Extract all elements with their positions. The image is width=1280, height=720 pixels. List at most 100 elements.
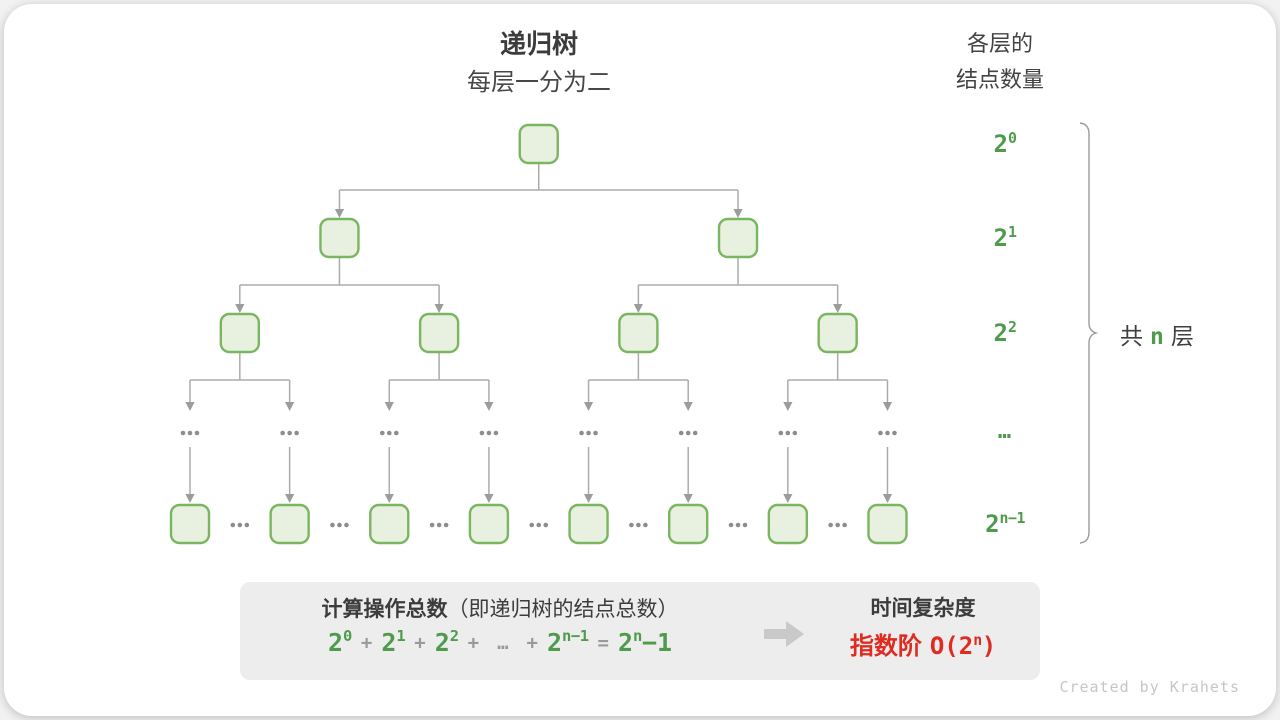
operation-count-panel: 计算操作总数（即递归树的结点总数） 20 + 21 + 22 + … + 2n−… bbox=[240, 582, 760, 680]
operation-count-title: 计算操作总数（即递归树的结点总数） bbox=[240, 593, 760, 623]
title-bold: 计算操作总数 bbox=[321, 598, 448, 621]
tree-node-l4-0 bbox=[169, 503, 211, 545]
base: 2 bbox=[985, 510, 1000, 538]
tree-node-l0-0 bbox=[518, 123, 559, 165]
ellipsis-dots bbox=[230, 522, 236, 528]
plus-operator: + bbox=[414, 632, 426, 654]
ellipsis-dots bbox=[692, 430, 698, 436]
ellipsis-dots bbox=[536, 522, 542, 528]
recursion-tree-diagram bbox=[169, 122, 1099, 545]
ellipsis-dots bbox=[835, 522, 840, 528]
arrowhead-icon bbox=[434, 304, 444, 313]
tree-node-l1-0 bbox=[319, 217, 360, 259]
base: 2 bbox=[993, 224, 1008, 252]
ellipsis-dots bbox=[586, 430, 591, 436]
ellipsis-dots bbox=[486, 430, 492, 436]
watermark: Created by Krahets bbox=[1059, 678, 1240, 696]
ellipsis-dots bbox=[386, 430, 392, 436]
time-complexity-value: 指数阶 O(2n) bbox=[806, 626, 1040, 661]
tree-node-l4-5 bbox=[668, 503, 709, 545]
plus-operator: + bbox=[360, 632, 373, 654]
ellipsis-dots bbox=[579, 430, 584, 436]
big-o-notation: O(2n) bbox=[929, 630, 997, 660]
exponent: n−1 bbox=[999, 508, 1026, 527]
time-complexity-panel: 时间复杂度 指数阶 O(2n) bbox=[806, 582, 1040, 680]
level-count-2-2: 22 bbox=[940, 318, 1070, 348]
ellipsis-dots bbox=[493, 430, 499, 436]
ellipsis-dots bbox=[344, 522, 349, 528]
levels-brace bbox=[1079, 122, 1099, 544]
ellipsis-dots bbox=[778, 430, 784, 436]
ellipsis-dots bbox=[337, 522, 342, 528]
ellipsis-dots bbox=[785, 430, 791, 436]
arrowhead-icon bbox=[583, 402, 594, 411]
ellipsis-dots bbox=[429, 522, 435, 528]
ellipsis-dots bbox=[878, 430, 883, 436]
ellipsis-dots bbox=[885, 430, 890, 436]
ellipsis-dots bbox=[479, 430, 485, 436]
arrowhead-icon bbox=[683, 494, 693, 503]
level-count-2-0: 20 bbox=[940, 129, 1070, 159]
arrowhead-icon bbox=[833, 304, 843, 313]
ellipsis-dots bbox=[287, 430, 292, 436]
ellipsis-dots bbox=[685, 430, 691, 436]
time-complexity-title: 时间复杂度 bbox=[870, 597, 976, 620]
exponent: 0 bbox=[1007, 128, 1017, 147]
level-count-2-1: 21 bbox=[940, 223, 1070, 253]
arrowhead-icon bbox=[882, 494, 893, 503]
ellipsis-dots bbox=[828, 522, 833, 528]
arrowhead-icon bbox=[882, 402, 893, 411]
ellipsis-dots bbox=[842, 522, 847, 528]
complexity-order-label: 指数阶 bbox=[849, 633, 922, 660]
exponent: 1 bbox=[1007, 222, 1017, 241]
arrowhead-icon bbox=[683, 402, 693, 411]
arrowhead-icon bbox=[484, 402, 494, 411]
ellipsis-dots bbox=[436, 522, 442, 528]
arrowhead-icon bbox=[633, 304, 643, 313]
ellipsis-dots bbox=[593, 430, 598, 436]
ellipsis-dots bbox=[735, 522, 741, 528]
arrowhead-icon bbox=[484, 494, 494, 503]
arrowhead-icon bbox=[783, 494, 793, 503]
tree-node-l2-3 bbox=[817, 312, 858, 354]
arrowhead-icon bbox=[285, 402, 295, 411]
ellipsis-dots bbox=[330, 522, 335, 528]
ellipsis-dots bbox=[529, 522, 535, 528]
ellipsis-dots bbox=[244, 522, 250, 528]
summary-box: 计算操作总数（即递归树的结点总数） 20 + 21 + 22 + … + 2n−… bbox=[240, 582, 1040, 680]
arrowhead-icon bbox=[783, 402, 793, 411]
ellipsis-dots bbox=[728, 522, 734, 528]
ellipsis-operator: … bbox=[497, 632, 509, 654]
tree-node-l4-7 bbox=[867, 503, 908, 545]
ellipsis-dots bbox=[237, 522, 243, 528]
arrowhead-icon bbox=[185, 494, 195, 503]
tree-node-l1-1 bbox=[717, 217, 759, 259]
diagram-subtitle: 每层一分为二 bbox=[467, 69, 611, 96]
term-result: 2n−1 bbox=[617, 627, 672, 657]
term-2-1: 21 bbox=[381, 627, 406, 657]
ellipsis-dots bbox=[379, 430, 385, 436]
tree-node-l4-1 bbox=[269, 503, 310, 545]
right-header-line1: 各层的 bbox=[966, 31, 1033, 56]
ellipsis-dots bbox=[629, 522, 634, 528]
ellipsis-dots bbox=[636, 522, 641, 528]
arrowhead-icon bbox=[384, 494, 394, 503]
ellipsis-dots bbox=[280, 430, 285, 436]
right-column-header: 各层的 结点数量 bbox=[900, 26, 1100, 98]
tree-node-l2-0 bbox=[219, 312, 261, 354]
ellipsis-dots bbox=[393, 430, 399, 436]
plus-operator: + bbox=[526, 632, 538, 654]
right-arrow-icon bbox=[764, 621, 804, 647]
plus-operator: + bbox=[467, 632, 480, 654]
ellipsis-dots bbox=[543, 522, 549, 528]
ellipsis-dots bbox=[792, 430, 798, 436]
ellipsis-dots bbox=[678, 430, 684, 436]
ellipsis-dots bbox=[643, 522, 648, 528]
arrowhead-icon bbox=[583, 494, 594, 503]
arrowhead-icon bbox=[384, 402, 394, 411]
ellipsis-dots bbox=[194, 430, 200, 436]
tree-node-l4-4 bbox=[568, 503, 609, 545]
title-rest: （即递归树的结点总数） bbox=[447, 598, 679, 621]
